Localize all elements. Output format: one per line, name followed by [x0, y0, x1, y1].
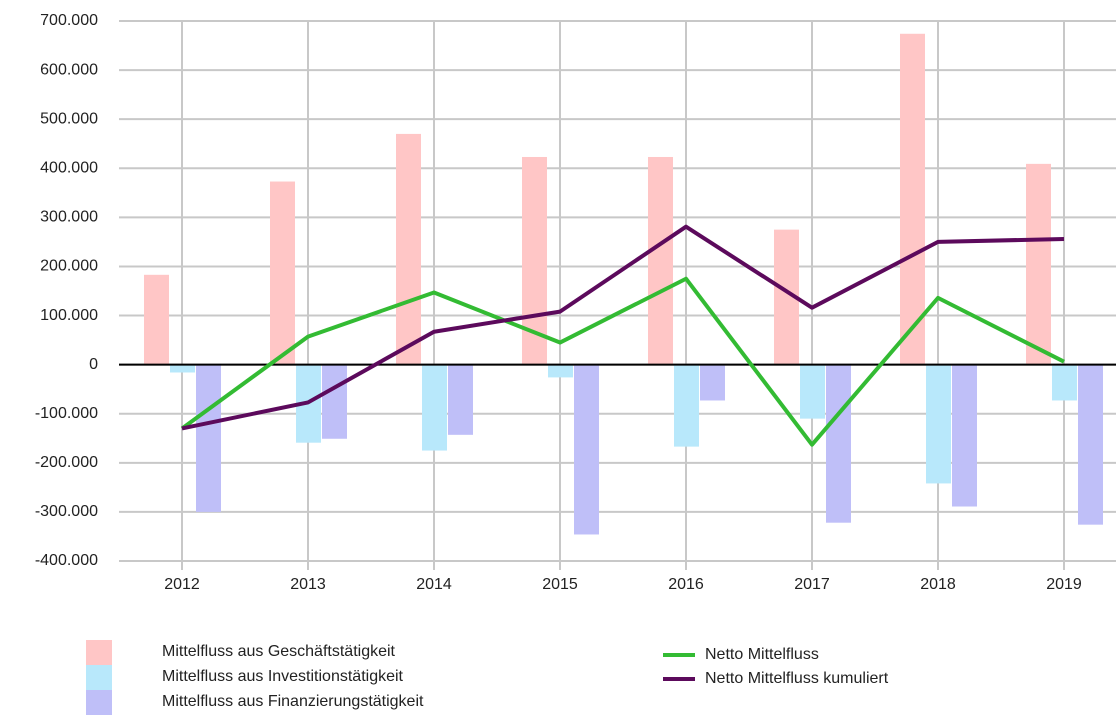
bar [952, 364, 977, 507]
legend-label: Mittelfluss aus Finanzierungstätigkeit [162, 693, 424, 710]
line-series [181, 224, 1065, 431]
x-tick-label: 2018 [920, 576, 956, 593]
bar [170, 364, 195, 373]
y-tick-label: 700.000 [40, 12, 98, 29]
y-tick-label: -300.000 [35, 503, 98, 520]
bar [800, 364, 825, 419]
bar [700, 364, 725, 401]
bar [900, 33, 925, 365]
legend-swatch [86, 665, 112, 690]
bar [648, 156, 673, 365]
y-tick-label: 600.000 [40, 61, 98, 78]
y-tick-label: 500.000 [40, 110, 98, 127]
bar [196, 364, 221, 512]
x-tick-label: 2013 [290, 576, 326, 593]
legend-label: Netto Mittelfluss [705, 646, 819, 663]
x-tick-label: 2015 [542, 576, 578, 593]
bar [674, 364, 699, 447]
bar [1052, 364, 1077, 401]
y-tick-label: 0 [89, 356, 98, 373]
legend-label: Netto Mittelfluss kumuliert [705, 670, 889, 687]
bar [396, 133, 421, 365]
y-tick-label: 400.000 [40, 159, 98, 176]
y-tick-label: 200.000 [40, 258, 98, 275]
bar [574, 364, 599, 535]
y-tick-label: -400.000 [35, 552, 98, 569]
legend-label: Mittelfluss aus Investitionstätigkeit [162, 668, 404, 685]
x-tick-label: 2012 [164, 576, 200, 593]
x-tick-label: 2017 [794, 576, 830, 593]
bar [926, 364, 951, 484]
legend-swatch [86, 640, 112, 665]
x-tick-label: 2014 [416, 576, 452, 593]
bar [270, 181, 295, 365]
x-tick-label: 2016 [668, 576, 704, 593]
y-tick-label: -200.000 [35, 454, 98, 471]
bar [422, 364, 447, 451]
y-tick-label: 100.000 [40, 307, 98, 324]
bar [448, 364, 473, 435]
bar [1078, 364, 1103, 525]
bar [548, 364, 573, 378]
bar [322, 364, 347, 439]
bar [144, 274, 169, 365]
y-tick-label: 300.000 [40, 209, 98, 226]
bar [1026, 163, 1051, 365]
bar [826, 364, 851, 523]
x-tick-label: 2019 [1046, 576, 1082, 593]
y-tick-label: -100.000 [35, 405, 98, 422]
legend-swatch [86, 690, 112, 715]
line-series [180, 276, 1065, 447]
legend-label: Mittelfluss aus Geschäftstätigkeit [162, 643, 396, 660]
